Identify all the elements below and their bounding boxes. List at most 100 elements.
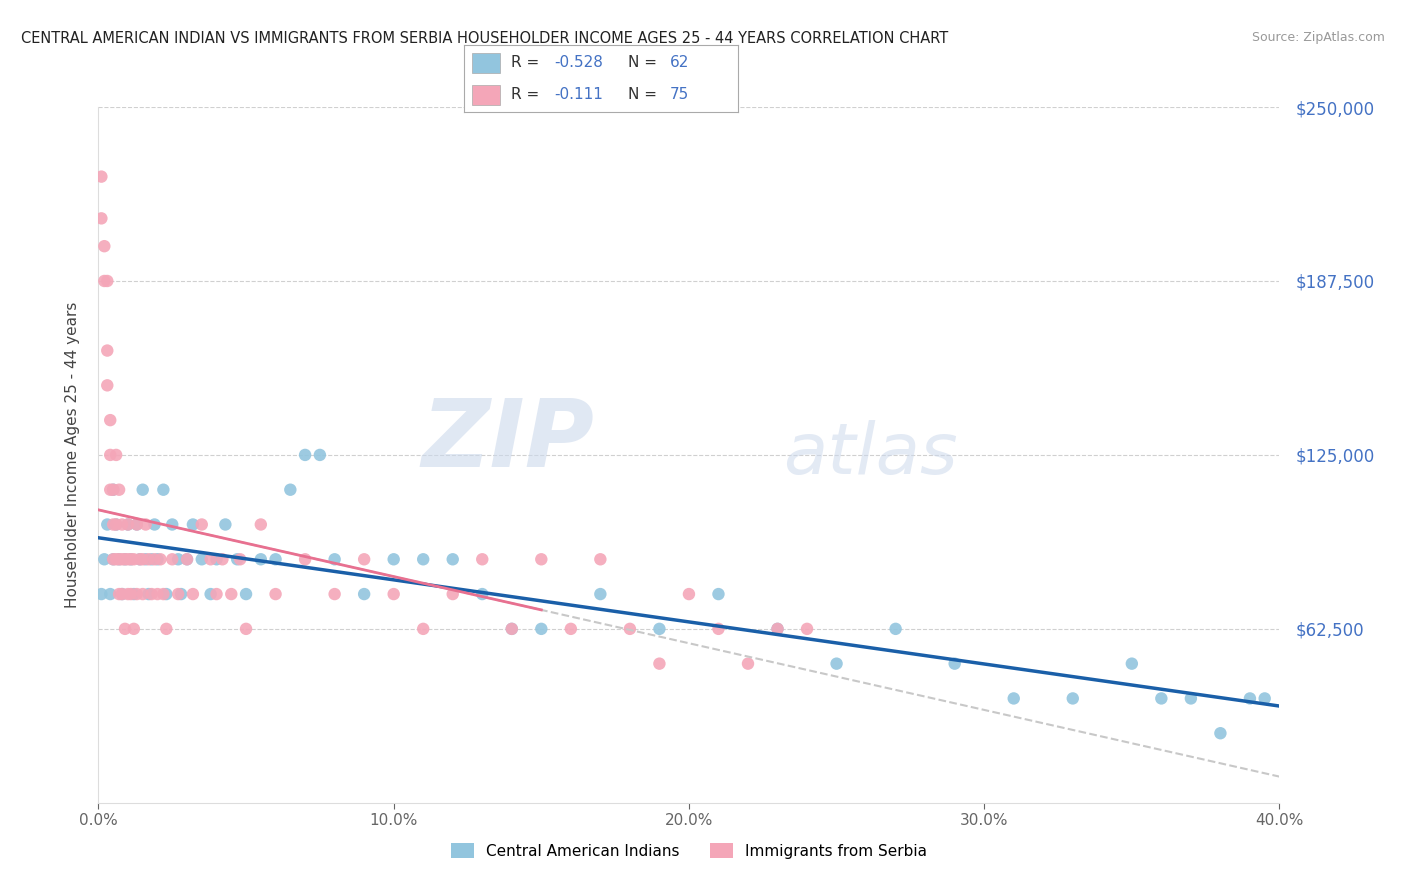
Point xyxy=(200,552,222,566)
Point xyxy=(530,552,553,566)
Point xyxy=(825,657,848,671)
Point xyxy=(170,587,193,601)
Point xyxy=(108,483,131,497)
Point xyxy=(181,587,204,601)
Point xyxy=(294,552,316,566)
Point xyxy=(135,517,157,532)
Point xyxy=(707,587,730,601)
Point xyxy=(103,517,125,532)
Point xyxy=(125,517,148,532)
Point xyxy=(235,622,257,636)
Point xyxy=(1180,691,1202,706)
Point xyxy=(648,657,671,671)
Point xyxy=(441,587,464,601)
Point xyxy=(138,552,160,566)
Point xyxy=(589,587,612,601)
Point xyxy=(229,552,252,566)
Point xyxy=(278,483,302,497)
Point xyxy=(120,552,142,566)
Point xyxy=(1239,691,1261,706)
Point xyxy=(141,587,163,601)
Point xyxy=(96,343,118,358)
Point xyxy=(93,552,115,566)
Point xyxy=(530,622,553,636)
Point xyxy=(205,587,228,601)
Point xyxy=(501,622,523,636)
Point xyxy=(105,448,128,462)
Point xyxy=(226,552,249,566)
Text: ZIP: ZIP xyxy=(422,395,595,487)
Point xyxy=(176,552,198,566)
Point xyxy=(205,552,228,566)
Point xyxy=(128,552,150,566)
Point xyxy=(1121,657,1143,671)
Point xyxy=(200,587,222,601)
Point xyxy=(103,483,125,497)
Point xyxy=(132,552,155,566)
Point xyxy=(353,552,375,566)
Point xyxy=(143,517,166,532)
Point xyxy=(98,587,121,601)
Point xyxy=(1209,726,1232,740)
Point xyxy=(108,587,131,601)
Text: -0.111: -0.111 xyxy=(554,87,603,103)
Point xyxy=(117,517,139,532)
Point xyxy=(146,552,169,566)
Point xyxy=(250,552,273,566)
Point xyxy=(120,552,142,566)
FancyBboxPatch shape xyxy=(472,85,499,104)
Point xyxy=(264,587,287,601)
Point xyxy=(441,552,464,566)
Point xyxy=(181,517,204,532)
Point xyxy=(111,517,134,532)
Point xyxy=(114,552,136,566)
Point xyxy=(382,552,405,566)
Point xyxy=(412,552,434,566)
Point xyxy=(501,622,523,636)
Point xyxy=(214,517,236,532)
Point xyxy=(167,587,190,601)
Point xyxy=(105,552,128,566)
Point xyxy=(707,622,730,636)
Point xyxy=(412,622,434,636)
Point xyxy=(678,587,700,601)
Point xyxy=(382,587,405,601)
Point xyxy=(90,587,112,601)
Point xyxy=(191,552,214,566)
Legend: Central American Indians, Immigrants from Serbia: Central American Indians, Immigrants fro… xyxy=(444,837,934,864)
Point xyxy=(737,657,759,671)
Point xyxy=(219,587,242,601)
Point xyxy=(122,587,145,601)
Point xyxy=(103,552,125,566)
Point xyxy=(176,552,198,566)
Point xyxy=(155,622,177,636)
Text: N =: N = xyxy=(628,55,662,70)
Point xyxy=(111,552,134,566)
Point xyxy=(108,552,131,566)
Point xyxy=(117,587,139,601)
Point xyxy=(96,274,118,288)
Point xyxy=(90,211,112,226)
Point xyxy=(211,552,233,566)
Text: R =: R = xyxy=(510,55,544,70)
Point xyxy=(138,587,160,601)
Point xyxy=(323,552,346,566)
Point xyxy=(103,483,125,497)
Point xyxy=(309,448,332,462)
Text: -0.528: -0.528 xyxy=(554,55,603,70)
Point xyxy=(235,587,257,601)
Point xyxy=(250,517,273,532)
Text: 62: 62 xyxy=(669,55,689,70)
Point xyxy=(122,622,145,636)
Point xyxy=(135,552,157,566)
Point xyxy=(96,378,118,392)
Y-axis label: Householder Income Ages 25 - 44 years: Householder Income Ages 25 - 44 years xyxy=(65,301,80,608)
Point xyxy=(264,552,287,566)
Point xyxy=(114,622,136,636)
Text: CENTRAL AMERICAN INDIAN VS IMMIGRANTS FROM SERBIA HOUSEHOLDER INCOME AGES 25 - 4: CENTRAL AMERICAN INDIAN VS IMMIGRANTS FR… xyxy=(21,31,948,46)
Point xyxy=(943,657,966,671)
Point xyxy=(766,622,789,636)
Point xyxy=(125,587,148,601)
Text: 75: 75 xyxy=(669,87,689,103)
Text: N =: N = xyxy=(628,87,662,103)
